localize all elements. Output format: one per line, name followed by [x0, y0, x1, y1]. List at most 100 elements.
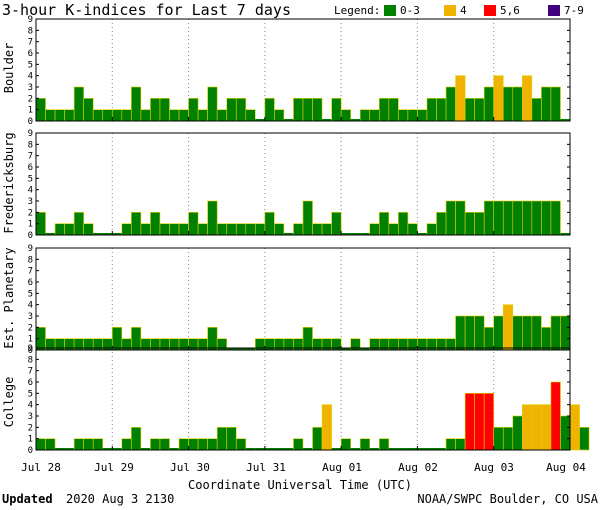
k-index-bar	[35, 438, 46, 451]
k-index-bar	[293, 98, 304, 122]
x-axis-ticks: Jul 28 Jul 29 Jul 30 Jul 31 Aug 01 Aug 0…	[21, 461, 586, 474]
k-index-bar	[140, 109, 151, 122]
legend-text-0-3: 0-3	[400, 4, 420, 17]
legend: Legend: 0-3 4 5,6 7-9	[334, 4, 584, 17]
chart-title: 3-hour K-indices for Last 7 days	[2, 1, 291, 19]
k-index-bar	[207, 86, 218, 122]
x-tick-label: Aug 01	[322, 461, 362, 474]
k-index-bar	[293, 223, 304, 236]
y-tick-label: 0	[28, 346, 33, 356]
k-index-bar	[312, 223, 323, 236]
y-tick-label: 1	[28, 220, 33, 230]
k-index-bar	[512, 86, 523, 122]
k-index-bar	[369, 223, 380, 236]
y-tick-label: 8	[28, 255, 33, 265]
k-index-bar	[197, 438, 208, 451]
k-index-bar	[178, 109, 189, 122]
k-index-bar	[493, 315, 504, 351]
k-index-bar	[207, 438, 218, 451]
k-index-bar	[274, 448, 284, 450]
panel-frame	[35, 347, 571, 451]
k-index-bar	[464, 98, 475, 122]
k-index-bar	[464, 315, 475, 351]
y-tick-label: 2	[28, 423, 33, 433]
y-tick-label: 1	[28, 106, 33, 116]
k-index-bar	[92, 438, 104, 451]
k-index-bar	[359, 109, 371, 122]
panel-frame	[35, 18, 571, 122]
k-index-bar	[455, 200, 466, 236]
k-index-bar	[321, 404, 332, 451]
k-index-bar	[550, 315, 561, 351]
x-tick-label: Aug 03	[474, 461, 514, 474]
y-tick-label: 4	[28, 72, 33, 82]
k-index-bar	[341, 233, 351, 235]
k-index-bar	[302, 200, 313, 236]
k-index-bar	[188, 438, 199, 451]
k-index-bar	[283, 448, 294, 450]
k-index-bar	[159, 223, 170, 236]
k-index-bar	[426, 223, 437, 236]
k-index-bar	[331, 212, 342, 236]
y-tick-label: 9	[28, 129, 33, 139]
k-index-bar	[140, 223, 151, 236]
y-tick-label: 8	[28, 140, 33, 150]
k-index-bar	[531, 200, 542, 236]
k-index-bar	[102, 233, 113, 235]
k-index-bar	[522, 315, 533, 351]
k-index-bar	[550, 381, 561, 451]
y-tick-label: 9	[28, 244, 33, 254]
k-index-bar	[216, 427, 228, 451]
legend-label: Legend:	[334, 4, 380, 17]
k-index-bar	[398, 448, 408, 450]
y-tick-label: 7	[28, 152, 33, 162]
k-index-bar	[245, 223, 256, 236]
k-index-bar	[493, 75, 504, 122]
k-index-bar	[64, 448, 75, 450]
k-index-bar	[541, 86, 552, 122]
k-index-bar	[350, 233, 361, 235]
k-index-bar	[483, 86, 495, 122]
k-index-bar	[426, 448, 437, 450]
k-index-bar	[522, 200, 533, 236]
k-index-bar	[502, 427, 514, 451]
k-index-bar	[283, 233, 294, 235]
k-index-bar	[455, 315, 466, 351]
k-index-bar	[255, 223, 266, 236]
k-index-bar	[264, 212, 275, 236]
k-index-bar	[388, 223, 399, 236]
k-index-bar	[350, 119, 361, 121]
k-index-bar	[436, 448, 447, 450]
k-index-bar	[216, 109, 228, 122]
k-index-bar	[493, 427, 504, 451]
k-index-bar	[493, 200, 504, 236]
y-tick-label: 1	[28, 435, 33, 445]
y-tick-label: 3	[28, 83, 33, 93]
k-index-bar	[197, 223, 208, 236]
k-index-bar	[121, 223, 132, 236]
k-index-bar	[226, 427, 237, 451]
k-index-bar	[560, 233, 570, 235]
legend-swatch-7-9	[548, 5, 560, 16]
y-tick-label: 2	[28, 323, 33, 333]
panel-label-est-planetary: Est. Planetary	[2, 247, 16, 348]
updated-value: 2020 Aug 3 2130	[66, 492, 174, 506]
k-index-bar	[216, 223, 228, 236]
k-index-bar	[398, 109, 409, 122]
k-index-bar	[407, 109, 418, 122]
k-index-bar	[360, 233, 370, 235]
y-tick-label: 9	[28, 344, 33, 354]
k-index-bar	[169, 109, 180, 122]
x-tick-label: Jul 30	[170, 461, 210, 474]
panel-label-boulder: Boulder	[2, 43, 16, 94]
k-index-bar	[426, 98, 437, 122]
k-index-bar	[131, 86, 142, 122]
k-index-bar	[569, 404, 580, 451]
k-index-bar	[550, 200, 561, 236]
k-index-bar	[550, 86, 561, 122]
y-tick-label: 8	[28, 355, 33, 365]
panel-frame	[35, 247, 571, 351]
